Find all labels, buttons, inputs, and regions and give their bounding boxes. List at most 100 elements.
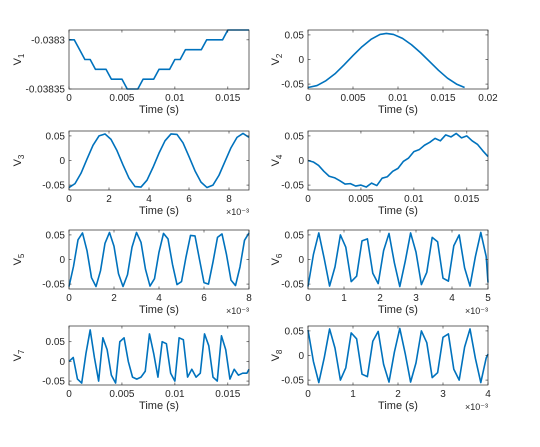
y-axis-label: V4 [270,154,284,166]
x-axis-label: Time (s) [378,205,418,217]
x-tick-label: 8 [226,194,232,205]
x-tick-label: 0 [305,194,311,205]
series-line-v4 [307,132,489,188]
series-line-v6 [307,231,489,288]
x-tick-label: 2 [106,194,112,205]
y-tick-label: -0.05 [281,80,304,91]
x-tick-label: 0.01 [404,194,424,205]
y-tick-label: 0.05 [285,30,305,41]
axes-frame [307,29,489,90]
y-tick-label: -0.05 [281,376,304,387]
x-axis-label: Time (s) [139,400,179,412]
x-tick-label: 4 [449,293,455,304]
x-tick-label: 0.01 [388,93,408,104]
y-tick-label: -0.05 [42,377,65,388]
x-tick-label: 0.005 [348,194,373,205]
y-tick-label: -0.05 [281,181,304,192]
series-line-v8 [307,327,489,384]
x-tick-label: 0.015 [430,93,455,104]
x-tick-label: 1 [350,389,356,400]
x-tick-label: 0 [305,389,311,400]
x-tick-label: 0.015 [215,389,240,400]
y-tick-label: 0 [298,156,304,167]
x-tick-label: 0.02 [478,93,498,104]
x-tick-label: 8 [246,293,252,304]
y-tick-label: -0.05 [281,280,304,291]
y-tick-label: 0 [59,357,65,368]
x-axis-exponent: ×10⁻³ [465,402,488,412]
x-tick-label: 6 [201,293,207,304]
y-tick-label: 0.05 [285,326,305,337]
x-tick-label: 2 [395,389,401,400]
y-tick-label: 0 [298,255,304,266]
axes-frame [68,229,250,290]
y-tick-label: 0.05 [46,230,66,241]
y-axis-label: V5 [12,253,26,265]
x-axis-label: Time (s) [378,304,418,316]
y-tick-label: 0.05 [285,131,305,142]
x-tick-label: 0.005 [109,93,134,104]
axes-frame [68,325,250,386]
x-tick-label: 2 [377,293,383,304]
series-line-v7 [68,329,250,384]
x-tick-label: 4 [485,389,491,400]
y-tick-label: 0 [298,351,304,362]
axes-frame [68,29,250,90]
x-tick-label: 0.005 [340,93,365,104]
series-line-v3 [68,132,250,189]
series-line-v5 [68,231,250,288]
y-tick-label: -0.0383 [31,35,65,46]
x-axis-exponent: ×10⁻³ [226,207,249,217]
x-tick-label: 0.01 [165,389,185,400]
x-axis-label: Time (s) [139,104,179,116]
x-tick-label: 6 [186,194,192,205]
y-tick-label: 0.05 [46,337,66,348]
x-axis-exponent: ×10⁻³ [465,306,488,316]
series-line-v2 [307,32,465,89]
x-tick-label: 2 [111,293,117,304]
x-tick-label: 0.005 [109,389,134,400]
x-tick-label: 0 [305,293,311,304]
y-tick-label: 0 [59,255,65,266]
x-tick-label: 0 [66,93,72,104]
subplot-v1: 0 0.005 0.01 0.015 -0.03835 -0.0383 Time (s) V1 [12,29,250,116]
y-axis-label: V3 [12,154,26,166]
axes-frame [307,130,489,191]
y-tick-label: -0.05 [42,181,65,192]
y-axis-label: V7 [12,349,26,361]
x-tick-label: 0.015 [215,93,240,104]
x-tick-label: 5 [485,293,491,304]
x-axis-exponent: ×10⁻³ [226,306,249,316]
y-axis-label: V6 [270,253,284,265]
x-tick-label: 0 [66,293,72,304]
y-axis-label: V1 [12,53,26,65]
x-tick-label: 0.015 [454,194,479,205]
x-tick-label: 3 [413,293,419,304]
x-axis-label: Time (s) [139,304,179,316]
y-tick-label: 0.05 [285,230,305,241]
y-tick-label: -0.03835 [26,85,66,96]
x-tick-label: 0 [66,389,72,400]
x-axis-label: Time (s) [139,205,179,217]
y-axis-label: V8 [270,349,284,361]
x-tick-label: 0 [66,194,72,205]
y-tick-label: 0 [298,55,304,66]
x-tick-label: 3 [440,389,446,400]
x-tick-label: 4 [156,293,162,304]
x-axis-label: Time (s) [378,400,418,412]
series-line-v1 [69,29,249,90]
x-axis-label: Time (s) [378,104,418,116]
y-tick-label: 0 [59,156,65,167]
x-tick-label: 4 [146,194,152,205]
x-tick-label: 1 [341,293,347,304]
y-axis-label: V2 [270,53,284,65]
y-tick-label: -0.05 [42,280,65,291]
